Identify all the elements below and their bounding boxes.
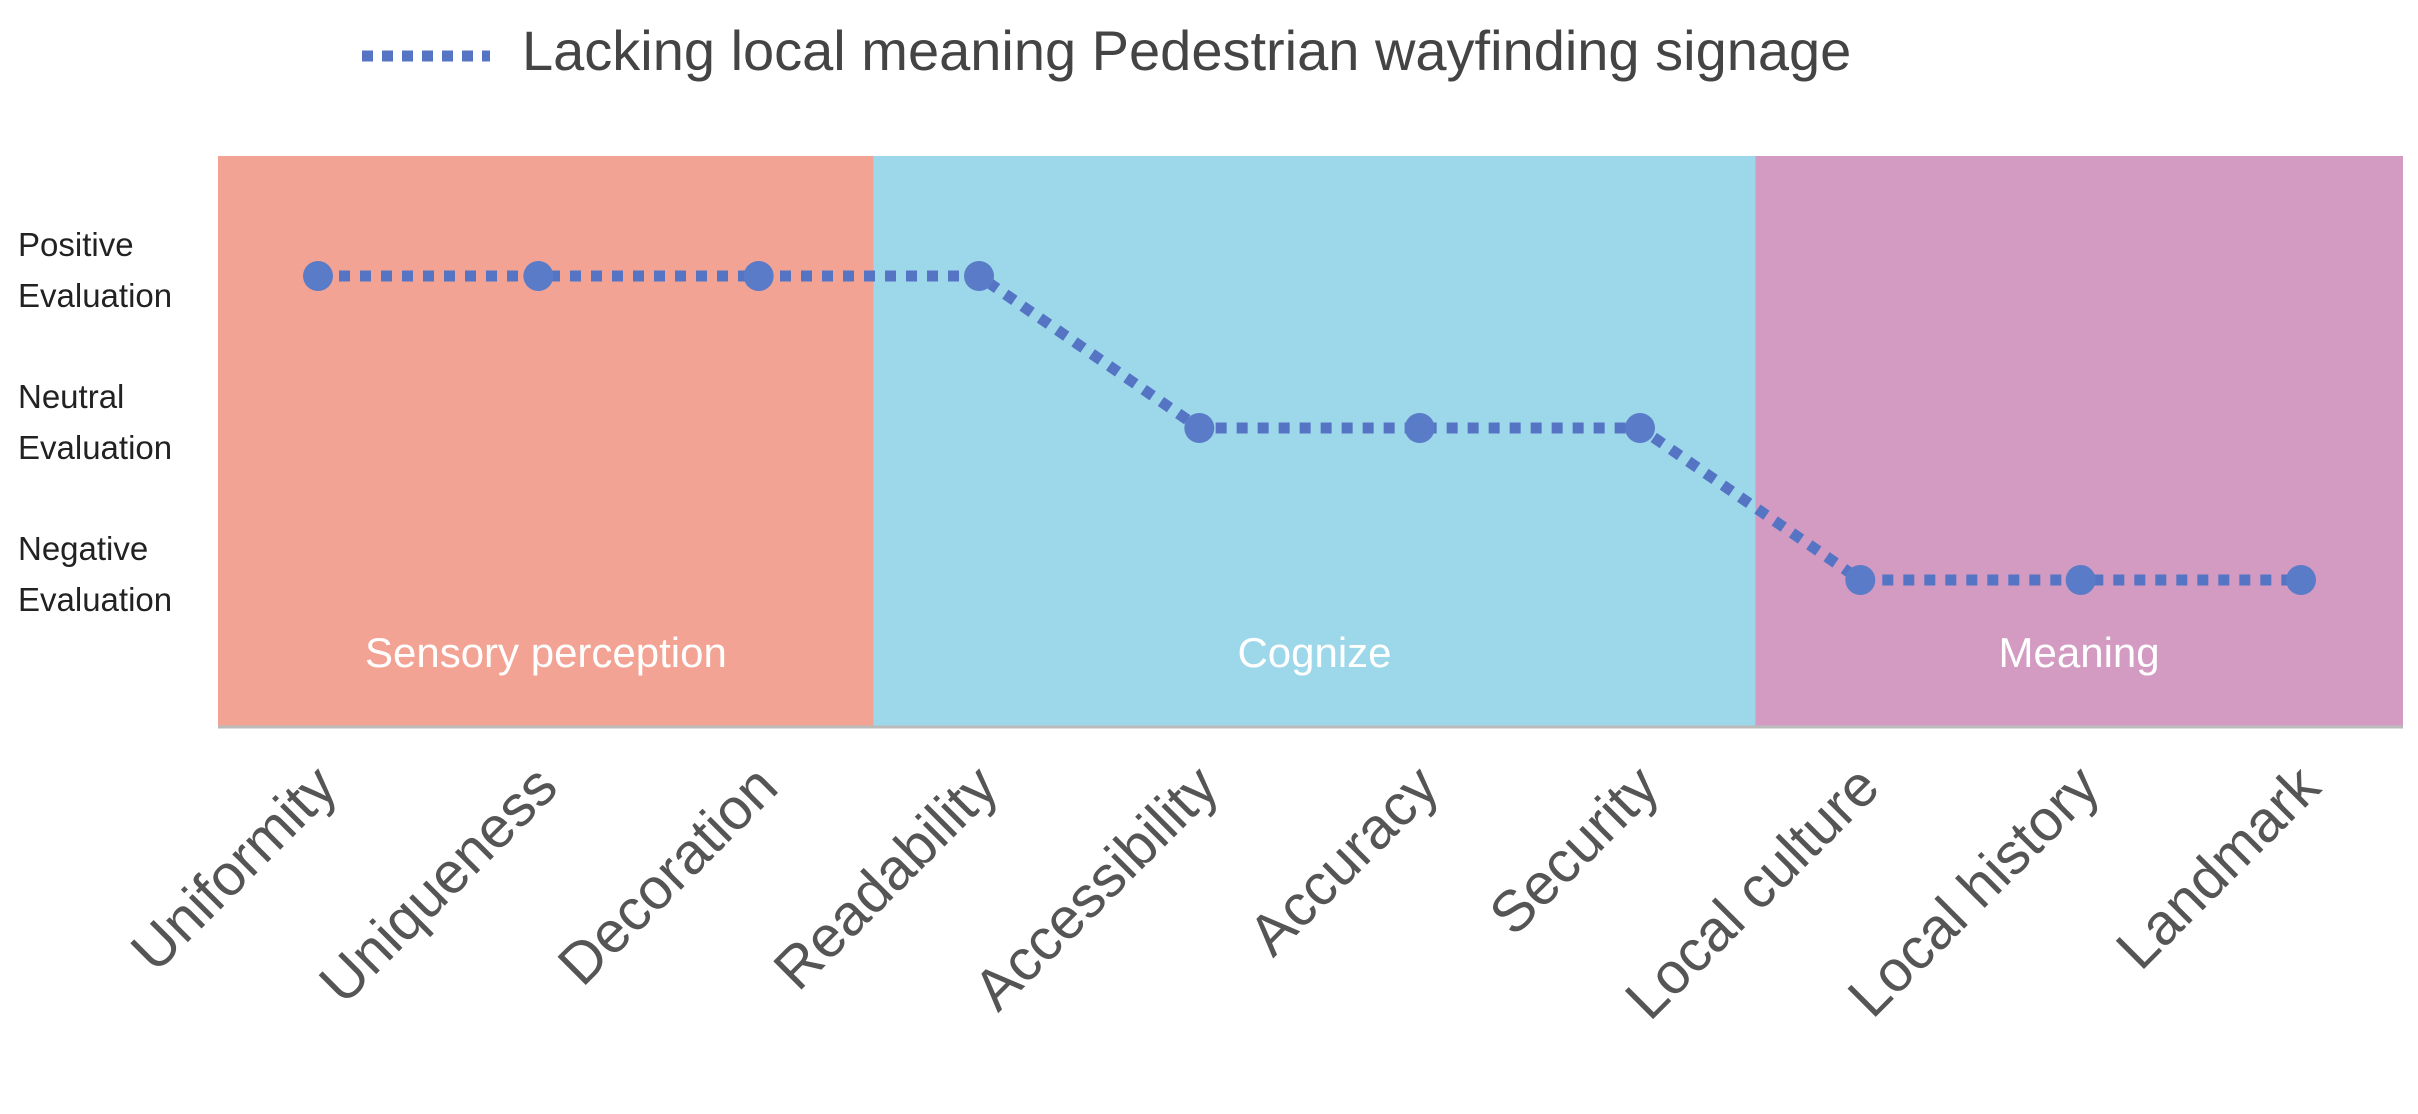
- region-label-sensory-perception: Sensory perception: [365, 629, 727, 676]
- x-tick-label-uniformity: Uniformity: [119, 753, 350, 984]
- data-point-uniqueness: [523, 261, 554, 291]
- y-label-positive-evaluation-line-2: Evaluation: [18, 277, 172, 314]
- data-point-local-history: [2065, 565, 2096, 595]
- legend-label: Lacking local meaning Pedestrian wayfind…: [522, 19, 1851, 82]
- data-point-decoration: [743, 261, 774, 291]
- x-tick-label-decoration: Decoration: [546, 753, 790, 997]
- data-point-landmark: [2286, 565, 2316, 595]
- series-line-lacking-local-meaning-pedestrian-wayfinding-signage: [318, 270, 2301, 586]
- data-point-uniformity: [303, 261, 333, 291]
- data-point-accessibility: [1184, 413, 1215, 443]
- x-tick-label-security: Security: [1477, 753, 1671, 947]
- y-label-negative-evaluation-line-1: Negative: [18, 530, 148, 567]
- region-sensory-perception: [218, 156, 874, 727]
- series-points: [303, 261, 2316, 595]
- y-label-positive-evaluation-line-1: Positive: [18, 226, 134, 263]
- series-line: [318, 270, 2301, 586]
- legend: Lacking local meaning Pedestrian wayfind…: [362, 19, 1851, 82]
- data-point-local-culture: [1845, 565, 1876, 595]
- x-tick-labels: UniformityUniquenessDecorationReadabilit…: [119, 753, 2333, 1032]
- x-tick-label-accuracy: Accuracy: [1236, 753, 1451, 968]
- y-label-neutral-evaluation-line-1: Neutral: [18, 378, 124, 415]
- data-point-readability: [964, 261, 994, 291]
- y-label-negative-evaluation-line-2: Evaluation: [18, 581, 172, 618]
- data-point-accuracy: [1404, 413, 1435, 443]
- x-tick-label-landmark: Landmark: [2104, 753, 2333, 982]
- region-label-meaning: Meaning: [1999, 629, 2160, 676]
- region-label-cognize: Cognize: [1237, 629, 1391, 676]
- data-point-security: [1625, 413, 1655, 443]
- y-label-neutral-evaluation-line-2: Evaluation: [18, 429, 172, 466]
- region-meaning: [1755, 156, 2403, 727]
- x-tick-label-uniqueness: Uniqueness: [307, 753, 570, 1016]
- y-axis-labels: Positive Evaluation Neutral Evaluation Negat…: [18, 226, 172, 618]
- region-cognize: [873, 156, 1756, 727]
- regions: [218, 156, 2403, 727]
- region-labels: Sensory perception Cognize Meaning: [365, 629, 2160, 676]
